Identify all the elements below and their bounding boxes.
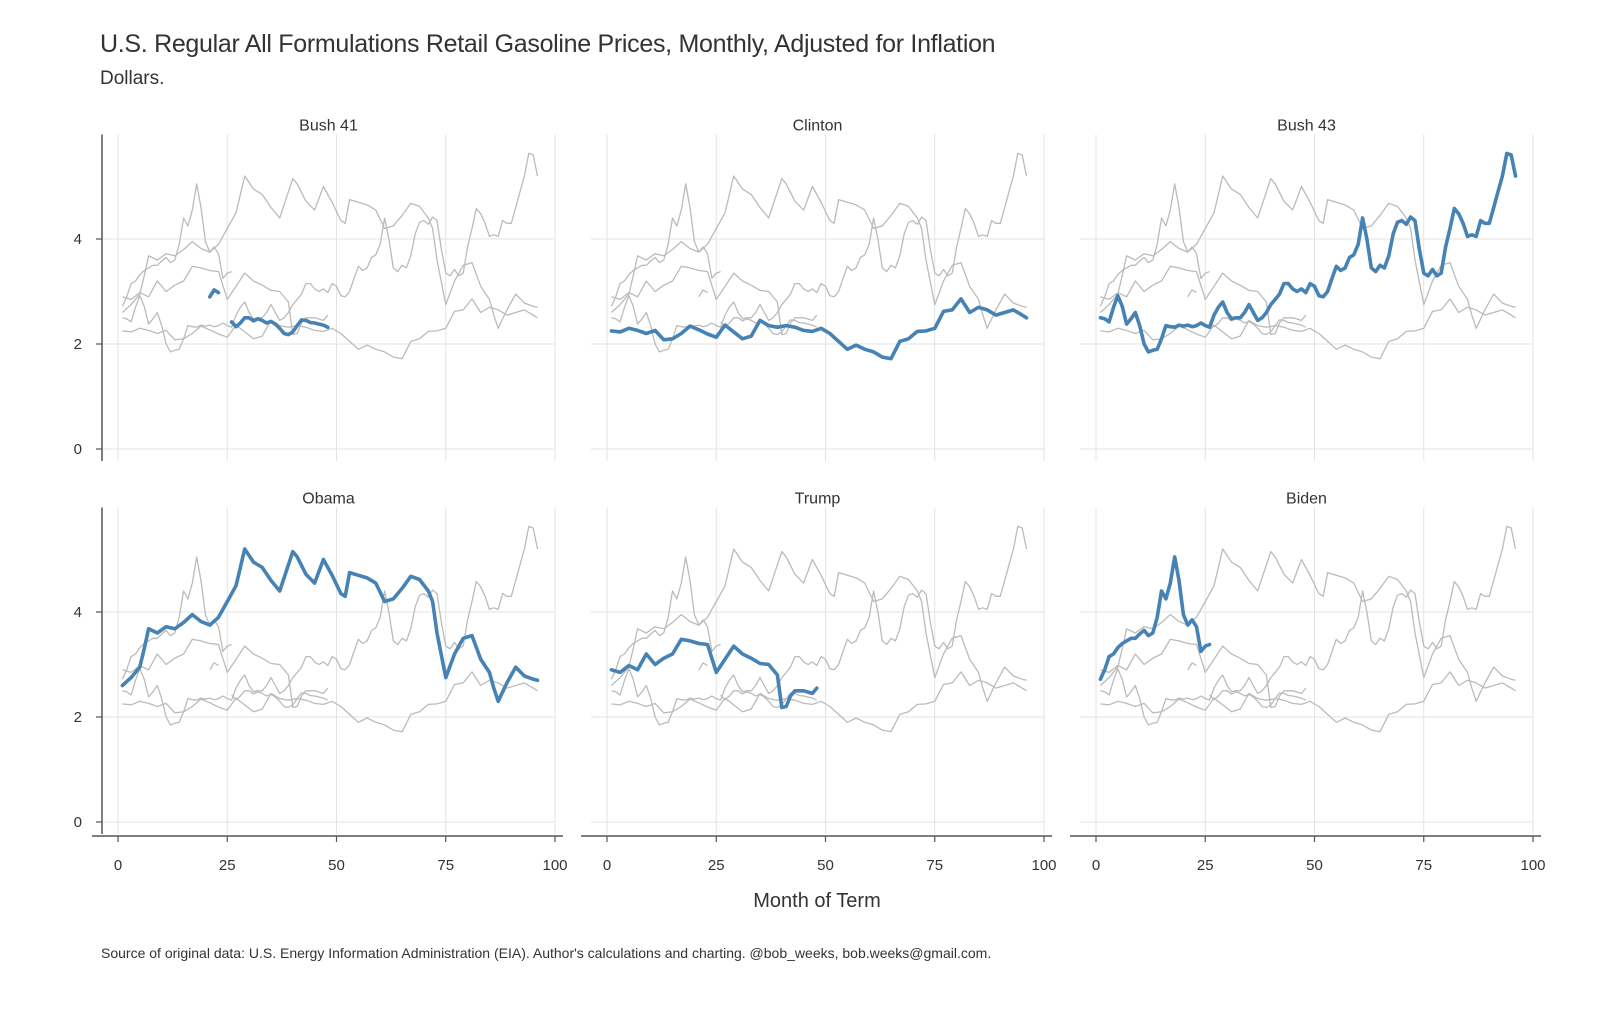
- x-tick-label: 0: [603, 857, 611, 874]
- background-series-line: [610, 175, 1027, 329]
- background-series-line: [1209, 317, 1307, 336]
- x-axis-label: Month of Term: [753, 890, 880, 912]
- highlight-series-line: [120, 547, 540, 704]
- background-series-line: [122, 152, 539, 353]
- background-series-line: [698, 662, 708, 671]
- facet-title: Trump: [795, 491, 841, 508]
- facet-title: Bush 43: [1277, 118, 1336, 135]
- facet-trump: Trump 0 25 50 75 100: [581, 491, 1057, 874]
- x-tick-label: 75: [437, 857, 454, 874]
- x-tick-label: 25: [1197, 857, 1214, 874]
- background-series-line: [1100, 265, 1307, 336]
- background-series-line: [610, 556, 721, 680]
- background-series-line: [611, 671, 1027, 733]
- x-tick-label: 75: [926, 857, 943, 874]
- background-series-line: [698, 289, 708, 298]
- background-series-line: [122, 298, 538, 360]
- x-tick-label: 100: [542, 857, 567, 874]
- highlight-series-line: [609, 637, 819, 710]
- y-tick-label: 2: [74, 709, 82, 726]
- x-tick-label: 0: [1092, 857, 1100, 874]
- y-tick-label: 2: [74, 336, 82, 353]
- highlight-series-line: [1098, 555, 1212, 681]
- background-series-line: [1187, 289, 1197, 298]
- x-tick-label: 50: [817, 857, 834, 874]
- facet-biden: Biden 0 25 50 75 100: [1070, 491, 1546, 874]
- facet-title: Bush 41: [299, 118, 358, 135]
- background-series-line: [209, 662, 219, 671]
- y-tick-label: 0: [74, 814, 82, 831]
- x-tick-label: 75: [1415, 857, 1432, 874]
- highlight-series-line: [208, 288, 221, 299]
- background-series-line: [720, 317, 818, 336]
- background-series-line: [121, 183, 232, 307]
- highlight-series-line: [1098, 151, 1518, 354]
- background-series-line: [720, 690, 818, 709]
- background-series-line: [122, 671, 538, 733]
- source-caption: Source of original data: U.S. Energy Inf…: [101, 945, 992, 961]
- facet-obama: Obama 0 2 4 0 25 50 75 100: [74, 491, 568, 875]
- background-series-line: [122, 525, 539, 726]
- facet-bush-43: Bush 43: [1080, 118, 1534, 461]
- x-tick-label: 25: [708, 857, 725, 874]
- background-series-line: [122, 638, 329, 709]
- y-tick-label: 0: [74, 441, 82, 458]
- background-series-line: [1099, 548, 1516, 702]
- y-tick-label: 4: [74, 231, 82, 248]
- background-series-line: [1100, 638, 1307, 709]
- background-series-line: [611, 525, 1028, 726]
- background-series-line: [1100, 298, 1516, 360]
- facet-bush-41: Bush 41 0 2 4: [74, 118, 556, 461]
- facet-title: Obama: [302, 491, 355, 508]
- x-tick-label: 50: [328, 857, 345, 874]
- chart-title: U.S. Regular All Formulations Retail Gas…: [100, 30, 996, 58]
- x-tick-label: 100: [1031, 857, 1056, 874]
- facet-clinton: Clinton: [591, 118, 1045, 461]
- background-series-line: [122, 265, 329, 336]
- y-tick-label: 4: [74, 604, 82, 621]
- background-series-line: [231, 690, 329, 709]
- background-series-line: [121, 175, 538, 329]
- background-series-line: [1209, 690, 1307, 709]
- x-tick-label: 0: [114, 857, 122, 874]
- background-series-line: [1099, 183, 1210, 307]
- background-series-line: [610, 548, 1027, 702]
- highlight-series-line: [229, 316, 330, 337]
- x-tick-label: 25: [219, 857, 236, 874]
- highlight-series-line: [609, 297, 1029, 361]
- background-series-line: [1187, 662, 1197, 671]
- background-series-line: [610, 183, 721, 307]
- x-tick-label: 50: [1306, 857, 1323, 874]
- facet-title: Biden: [1286, 491, 1327, 508]
- chart-subtitle: Dollars.: [100, 68, 165, 89]
- background-series-line: [611, 152, 1028, 353]
- background-series-line: [1099, 175, 1516, 329]
- x-tick-label: 100: [1520, 857, 1545, 874]
- background-series-line: [1100, 525, 1517, 726]
- facet-title: Clinton: [793, 118, 843, 135]
- background-series-line: [1100, 671, 1516, 733]
